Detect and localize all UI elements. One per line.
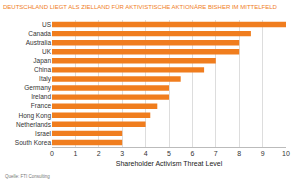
svg-text:UK: UK: [42, 48, 52, 55]
svg-text:Quelle: FTI Consulting: Quelle: FTI Consulting: [5, 174, 50, 179]
svg-text:DEUTSCHLAND LIEGT ALS ZIELLAND: DEUTSCHLAND LIEGT ALS ZIELLAND FÜR AKTIV…: [3, 4, 278, 10]
svg-text:Germany: Germany: [24, 84, 51, 92]
svg-text:Japan: Japan: [33, 57, 51, 65]
svg-text:Ireland: Ireland: [31, 93, 51, 100]
svg-text:Israel: Israel: [35, 130, 51, 137]
svg-text:8: 8: [237, 150, 241, 157]
svg-text:Netherlands: Netherlands: [16, 121, 52, 128]
svg-text:Hong Kong: Hong Kong: [18, 112, 51, 120]
svg-text:0: 0: [50, 150, 54, 157]
svg-text:6: 6: [190, 150, 194, 157]
svg-text:7: 7: [214, 150, 218, 157]
svg-text:Australia: Australia: [26, 39, 52, 46]
svg-text:3: 3: [120, 150, 124, 157]
svg-text:2: 2: [97, 150, 101, 157]
svg-text:10: 10: [282, 150, 290, 157]
svg-text:Shareholder Activism Threat Le: Shareholder Activism Threat Level: [116, 160, 223, 167]
svg-text:1: 1: [73, 150, 77, 157]
svg-text:4: 4: [144, 150, 148, 157]
svg-text:France: France: [31, 102, 52, 109]
svg-text:9: 9: [261, 150, 265, 157]
svg-text:South Korea: South Korea: [15, 139, 52, 146]
svg-text:China: China: [34, 66, 51, 73]
svg-text:5: 5: [167, 150, 171, 157]
svg-text:Canada: Canada: [28, 30, 51, 37]
svg-text:US: US: [42, 21, 52, 28]
svg-text:Italy: Italy: [39, 75, 52, 83]
